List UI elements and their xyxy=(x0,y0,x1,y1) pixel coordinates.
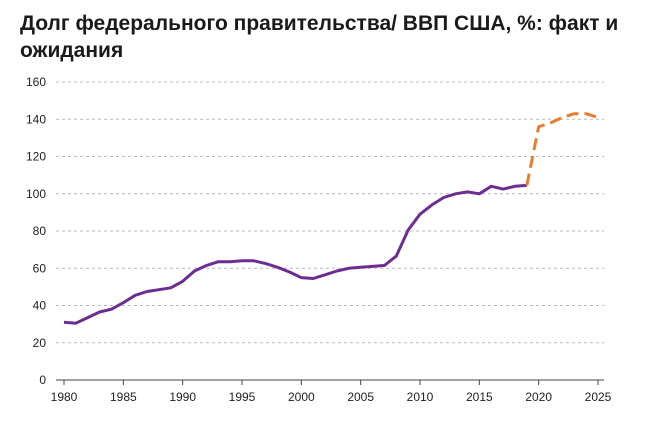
series-line-actual xyxy=(63,183,527,325)
y-tick-label: 100 xyxy=(26,187,46,201)
grid-lines xyxy=(56,81,604,381)
x-tick-label: 1980 xyxy=(51,390,78,404)
y-tick-label: 0 xyxy=(39,373,46,387)
x-tick-label: 2020 xyxy=(525,390,552,404)
y-tick-label: 40 xyxy=(33,299,47,313)
x-tick-label: 2015 xyxy=(466,390,493,404)
x-tick-label: 1995 xyxy=(229,390,256,404)
y-tick-label: 140 xyxy=(26,112,46,126)
x-tick-label: 2025 xyxy=(585,390,612,404)
y-tick-label: 20 xyxy=(33,336,47,350)
y-tick-label: 160 xyxy=(26,75,46,89)
x-tick-label: 2005 xyxy=(347,390,374,404)
series-group xyxy=(63,112,599,325)
x-axis: 1980 1985 1990 1995 2000 2005 2010 2015 2020 2025 xyxy=(51,380,612,404)
x-tick-label: 2000 xyxy=(288,390,315,404)
x-tick-label: 1985 xyxy=(110,390,137,404)
chart-title: Долг федерального правительства/ ВВП США… xyxy=(20,12,619,62)
x-tick-label: 2010 xyxy=(407,390,434,404)
y-axis: 0 20 40 60 80 100 120 140 160 xyxy=(26,75,46,387)
y-tick-label: 80 xyxy=(33,224,47,238)
y-tick-label: 60 xyxy=(33,261,47,275)
y-tick-label: 120 xyxy=(26,150,46,164)
x-tick-label: 1990 xyxy=(169,390,196,404)
series-line-forecast xyxy=(525,112,599,186)
